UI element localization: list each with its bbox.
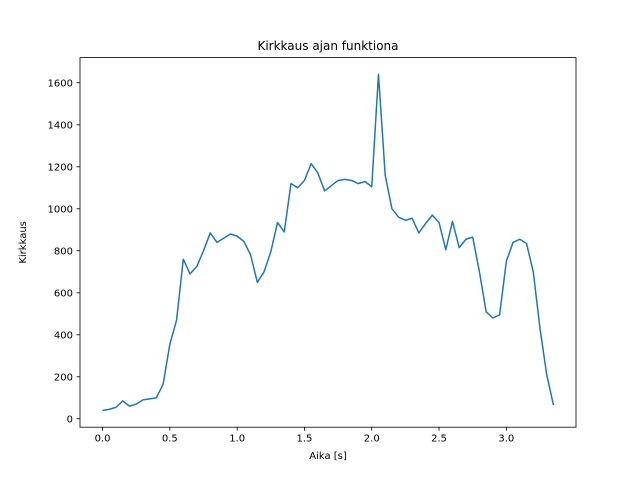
y-tick-label: 800: [54, 246, 73, 257]
x-tick-label: 0.0: [95, 434, 111, 445]
y-tick-label: 0: [67, 414, 73, 425]
x-axis-label: Aika [s]: [309, 451, 347, 462]
y-tick-label: 1200: [48, 162, 73, 173]
x-tick-label: 2.5: [431, 434, 447, 445]
y-tick-label: 1600: [48, 78, 73, 89]
x-tick-label: 0.5: [162, 434, 178, 445]
axes-border: [79, 57, 577, 428]
plot-area: [80, 57, 576, 428]
data-series: [102, 73, 555, 412]
y-tick-label: 400: [54, 330, 73, 341]
y-tick-label: 1000: [48, 204, 73, 215]
chart-title: Kirkkaus ajan funktiona: [257, 39, 398, 53]
x-tick-label: 3.0: [498, 434, 514, 445]
y-tick-label: 1400: [48, 120, 73, 131]
y-axis-label: Kirkkaus: [18, 221, 29, 264]
y-tick-label: 600: [54, 288, 73, 299]
x-tick-label: 1.0: [229, 434, 245, 445]
data-line: [102, 73, 555, 412]
axis-ticks: 0.0 0.5 1.0 1.5 2.0 2.5 3.0 0 200 400 600 800 1000 12…: [48, 78, 515, 444]
y-tick-label: 200: [54, 372, 73, 383]
x-tick-label: 1.5: [296, 434, 312, 445]
x-tick-label: 2.0: [364, 434, 380, 445]
